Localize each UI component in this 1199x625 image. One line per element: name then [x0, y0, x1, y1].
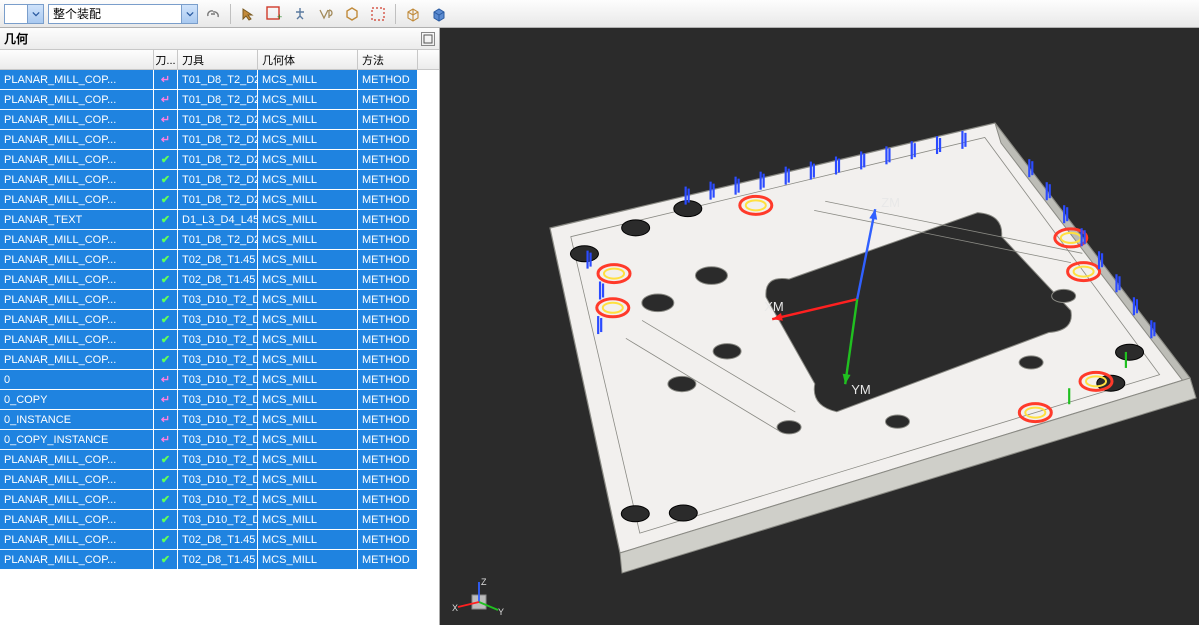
cube-solid-icon[interactable] — [428, 3, 450, 25]
assembly-dropdown-text: 整个装配 — [49, 5, 181, 22]
panel-title-bar: 几何 — [0, 28, 439, 50]
unpin-icon[interactable] — [421, 32, 435, 46]
table-header: 刀... 刀具 几何体 方法 — [0, 50, 439, 70]
table-row[interactable]: PLANAR_MILL_COP...✔T03_D10_T2_D...MCS_MI… — [0, 510, 439, 530]
table-row[interactable]: PLANAR_MILL_COP...↵T01_D8_T2_D2...MCS_MI… — [0, 90, 439, 110]
separator — [395, 4, 396, 24]
operation-navigator: 几何 刀... 刀具 几何体 方法 PLANAR_MILL_COP...↵T01… — [0, 28, 440, 625]
col-header-status[interactable]: 刀... — [154, 50, 178, 69]
top-toolbar: 整个装配 + — [0, 0, 1199, 28]
table-row[interactable]: 0_INSTANCE↵T03_D10_T2_D...MCS_MILLMETHOD — [0, 410, 439, 430]
table-row[interactable]: PLANAR_MILL_COP...✔T03_D10_T2_D...MCS_MI… — [0, 350, 439, 370]
table-row[interactable]: PLANAR_MILL_COP...✔T01_D8_T2_D2...MCS_MI… — [0, 230, 439, 250]
table-row[interactable]: PLANAR_TEXT✔D1_L3_D4_L45...MCS_MILLMETHO… — [0, 210, 439, 230]
svg-text:XM: XM — [764, 299, 784, 314]
svg-text:Z: Z — [481, 577, 487, 587]
table-row[interactable]: PLANAR_MILL_COP...↵T01_D8_T2_D2...MCS_MI… — [0, 110, 439, 130]
table-row[interactable]: PLANAR_MILL_COP...✔T02_D8_T1.45 ...MCS_M… — [0, 550, 439, 570]
cube-wire-icon[interactable] — [402, 3, 424, 25]
table-row[interactable]: PLANAR_MILL_COP...✔T03_D10_T2_D...MCS_MI… — [0, 470, 439, 490]
table-row[interactable]: PLANAR_MILL_COP...✔T03_D10_T2_D...MCS_MI… — [0, 330, 439, 350]
svg-text:Y: Y — [498, 607, 504, 617]
redbox-plus-icon[interactable]: + — [263, 3, 285, 25]
mini-csys: Z X Y — [450, 577, 510, 617]
viewport-3d[interactable]: XM YM ZM Z X Y — [440, 28, 1199, 625]
table-row[interactable]: PLANAR_MILL_COP...✔T01_D8_T2_D2...MCS_MI… — [0, 190, 439, 210]
table-row[interactable]: PLANAR_MILL_COP...✔T03_D10_T2_D...MCS_MI… — [0, 290, 439, 310]
scene-svg: XM YM ZM — [440, 28, 1199, 625]
table-row[interactable]: PLANAR_MILL_COP...✔T01_D8_T2_D2...MCS_MI… — [0, 170, 439, 190]
svg-text:ZM: ZM — [881, 195, 900, 210]
main-area: 几何 刀... 刀具 几何体 方法 PLANAR_MILL_COP...↵T01… — [0, 28, 1199, 625]
svg-text:+: + — [277, 12, 282, 22]
table-row[interactable]: PLANAR_MILL_COP...✔T03_D10_T2_D...MCS_MI… — [0, 490, 439, 510]
table-row[interactable]: PLANAR_MILL_COP...✔T03_D10_T2_D...MCS_MI… — [0, 450, 439, 470]
table-row[interactable]: 0_COPY↵T03_D10_T2_D...MCS_MILLMETHOD — [0, 390, 439, 410]
table-row[interactable]: 0_COPY_INSTANCE↵T03_D10_T2_D...MCS_MILLM… — [0, 430, 439, 450]
svg-text:X: X — [452, 603, 458, 613]
vp-icon[interactable] — [315, 3, 337, 25]
table-row[interactable]: PLANAR_MILL_COP...↵T01_D8_T2_D2...MCS_MI… — [0, 130, 439, 150]
filter-dropdown[interactable] — [4, 4, 44, 24]
link-icon[interactable] — [202, 3, 224, 25]
plus-arrow-icon[interactable] — [289, 3, 311, 25]
table-row[interactable]: PLANAR_MILL_COP...✔T02_D8_T1.45 ...MCS_M… — [0, 530, 439, 550]
table-row[interactable]: PLANAR_MILL_COP...✔T02_D8_T1.45 ...MCS_M… — [0, 270, 439, 290]
col-header-tool[interactable]: 刀具 — [178, 50, 258, 69]
panel-title: 几何 — [4, 30, 28, 47]
dashed-box-icon[interactable] — [367, 3, 389, 25]
assembly-dropdown[interactable]: 整个装配 — [48, 4, 198, 24]
separator — [230, 4, 231, 24]
pointer-icon[interactable] — [237, 3, 259, 25]
svg-text:YM: YM — [851, 382, 871, 397]
table-row[interactable]: PLANAR_MILL_COP...↵T01_D8_T2_D2...MCS_MI… — [0, 70, 439, 90]
table-row[interactable]: PLANAR_MILL_COP...✔T03_D10_T2_D...MCS_MI… — [0, 310, 439, 330]
table-row[interactable]: 0↵T03_D10_T2_D...MCS_MILLMETHOD — [0, 370, 439, 390]
col-header-geom[interactable]: 几何体 — [258, 50, 358, 69]
hex-icon[interactable] — [341, 3, 363, 25]
chevron-down-icon — [27, 5, 43, 23]
chevron-down-icon — [181, 5, 197, 23]
table-body[interactable]: PLANAR_MILL_COP...↵T01_D8_T2_D2...MCS_MI… — [0, 70, 439, 625]
table-row[interactable]: PLANAR_MILL_COP...✔T01_D8_T2_D2...MCS_MI… — [0, 150, 439, 170]
col-header-name[interactable] — [0, 50, 154, 69]
table-row[interactable]: PLANAR_MILL_COP...✔T02_D8_T1.45 ...MCS_M… — [0, 250, 439, 270]
col-header-method[interactable]: 方法 — [358, 50, 418, 69]
